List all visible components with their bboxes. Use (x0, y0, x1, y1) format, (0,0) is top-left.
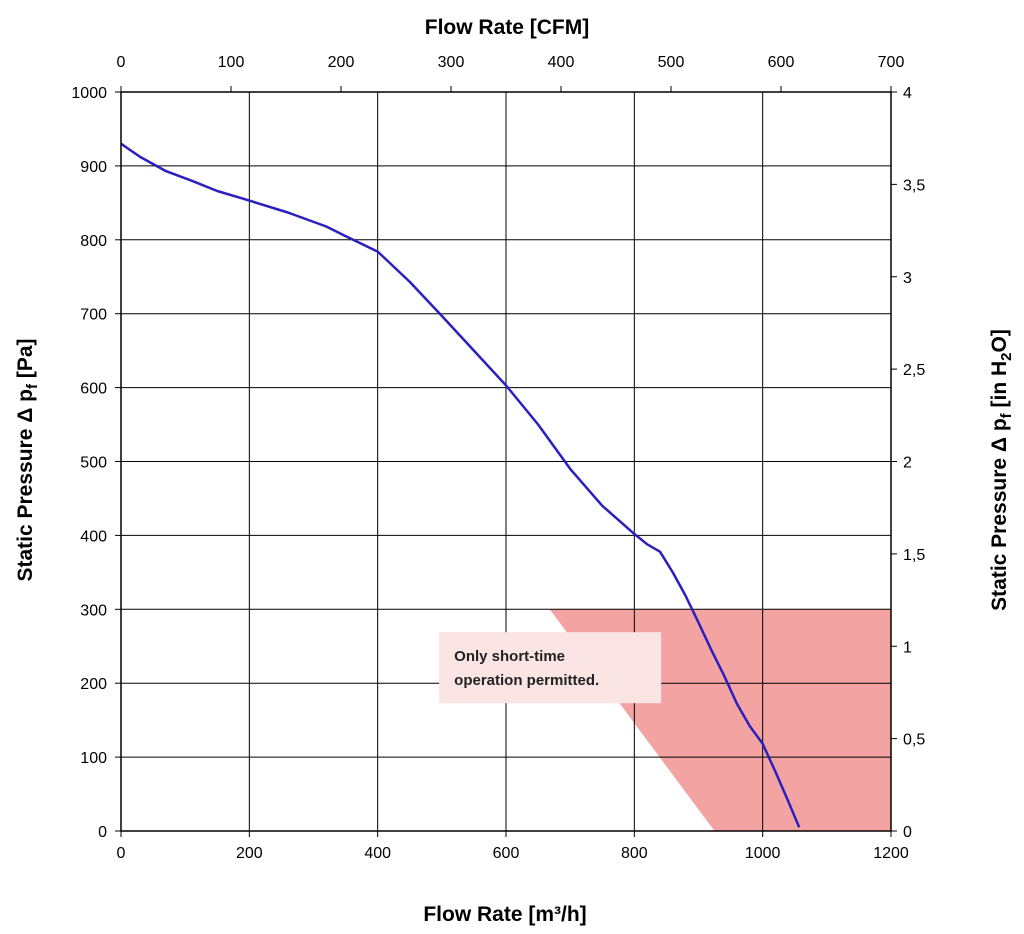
y-axis-title: Static Pressure Δ pf [Pa] (14, 338, 41, 581)
x2-axis-title: Flow Rate [CFM] (425, 16, 589, 39)
y-tick-label: 1000 (71, 85, 107, 102)
x2-tick-label: 0 (117, 54, 126, 71)
y-tick-label: 600 (80, 381, 107, 398)
x-tick-label: 1000 (745, 845, 781, 862)
x-tick-label: 200 (236, 845, 263, 862)
y2-tick-label: 3 (903, 270, 912, 287)
y2-axis-title: Static Pressure Δ pf [in H2O] (988, 329, 1015, 611)
annotation-line-1: Only short-time (454, 648, 565, 665)
y-tick-label: 200 (80, 676, 107, 693)
y-tick-label: 900 (80, 159, 107, 176)
x2-tick-label: 700 (878, 54, 905, 71)
y-tick-label: 100 (80, 750, 107, 767)
annotation-line-2: operation permitted. (454, 672, 599, 689)
y-tick-label: 400 (80, 528, 107, 545)
y2-tick-label: 0,5 (903, 732, 925, 749)
y2-tick-label: 1,5 (903, 547, 925, 564)
performance-curve (120, 142, 801, 828)
x2-tick-label: 500 (658, 54, 685, 71)
annotation-box (439, 632, 662, 704)
y2-tick-label: 3,5 (903, 177, 925, 194)
x2-tick-label: 100 (218, 54, 245, 71)
x2-tick-label: 200 (328, 54, 355, 71)
y2-tick-label: 1 (903, 639, 912, 656)
x-axis-title: Flow Rate [m³/h] (423, 903, 586, 926)
y2-tick-label: 4 (903, 85, 912, 102)
y2-tick-label: 0 (903, 824, 912, 841)
x-tick-label: 800 (621, 845, 648, 862)
y-tick-label: 800 (80, 233, 107, 250)
x2-tick-label: 400 (548, 54, 575, 71)
y-tick-label: 500 (80, 455, 107, 472)
x-tick-label: 600 (493, 845, 520, 862)
x-tick-label: 1200 (873, 845, 909, 862)
x2-tick-label: 300 (438, 54, 465, 71)
y-tick-label: 700 (80, 307, 107, 324)
y-tick-label: 300 (80, 602, 107, 619)
x-tick-label: 0 (117, 845, 126, 862)
y-tick-label: 0 (98, 824, 107, 841)
x-tick-label: 400 (364, 845, 391, 862)
x2-tick-label: 600 (768, 54, 795, 71)
y2-tick-label: 2,5 (903, 362, 925, 379)
y2-tick-label: 2 (903, 455, 912, 472)
